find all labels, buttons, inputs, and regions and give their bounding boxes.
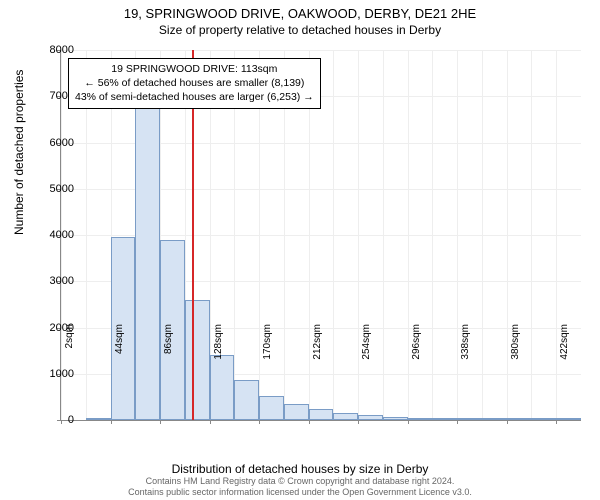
xtick-label: 212sqm xyxy=(312,324,323,374)
page-subtitle: Size of property relative to detached ho… xyxy=(0,23,600,37)
gridline-v xyxy=(556,50,557,420)
histogram-bar xyxy=(185,300,210,420)
histogram-bar xyxy=(234,380,259,420)
xtick-label: 422sqm xyxy=(559,324,570,374)
xtick-label: 338sqm xyxy=(460,324,471,374)
footer-line2: Contains public sector information licen… xyxy=(0,487,600,498)
xtick-mark xyxy=(111,420,112,424)
histogram-bar xyxy=(556,418,581,420)
xtick-label: 380sqm xyxy=(510,324,521,374)
annotation-line1: 19 SPRINGWOOD DRIVE: 113sqm xyxy=(75,62,314,76)
xtick-mark xyxy=(160,420,161,424)
histogram-bar xyxy=(333,413,358,420)
x-axis-label: Distribution of detached houses by size … xyxy=(0,462,600,476)
annotation-box: 19 SPRINGWOOD DRIVE: 113sqm← 56% of deta… xyxy=(68,58,321,109)
xtick-mark xyxy=(408,420,409,424)
annotation-line2: ← 56% of detached houses are smaller (8,… xyxy=(75,76,314,90)
histogram-bar xyxy=(482,418,507,420)
page-title: 19, SPRINGWOOD DRIVE, OAKWOOD, DERBY, DE… xyxy=(0,6,600,21)
gridline-v xyxy=(408,50,409,420)
histogram-bar xyxy=(358,415,383,420)
histogram-bar xyxy=(309,409,334,420)
ytick-label: 3000 xyxy=(34,275,74,287)
footer-line1: Contains HM Land Registry data © Crown c… xyxy=(0,476,600,487)
gridline-v xyxy=(507,50,508,420)
gridline-h xyxy=(61,50,581,51)
ytick-label: 0 xyxy=(34,414,74,426)
y-axis-label: Number of detached properties xyxy=(12,70,26,235)
xtick-mark xyxy=(556,420,557,424)
xtick-mark xyxy=(507,420,508,424)
histogram-bar xyxy=(432,418,457,420)
ytick-label: 6000 xyxy=(34,137,74,149)
gridline-v xyxy=(333,50,334,420)
gridline-v xyxy=(457,50,458,420)
histogram-bar xyxy=(86,418,111,420)
xtick-mark xyxy=(309,420,310,424)
histogram-bar xyxy=(408,418,433,420)
gridline-v xyxy=(531,50,532,420)
histogram-bar xyxy=(383,417,408,420)
histogram-bar xyxy=(135,106,160,421)
ytick-label: 4000 xyxy=(34,229,74,241)
xtick-mark xyxy=(210,420,211,424)
xtick-mark xyxy=(457,420,458,424)
gridline-v xyxy=(383,50,384,420)
annotation-line3: 43% of semi-detached houses are larger (… xyxy=(75,90,314,104)
footer-attribution: Contains HM Land Registry data © Crown c… xyxy=(0,476,600,498)
histogram-bar xyxy=(259,396,284,420)
xtick-label: 86sqm xyxy=(163,324,174,374)
gridline-v xyxy=(432,50,433,420)
xtick-label: 128sqm xyxy=(213,324,224,374)
histogram-bar xyxy=(284,404,309,420)
xtick-label: 254sqm xyxy=(361,324,372,374)
ytick-label: 8000 xyxy=(34,44,74,56)
histogram-bar xyxy=(531,418,556,420)
xtick-label: 44sqm xyxy=(114,324,125,374)
xtick-label: 2sqm xyxy=(64,324,75,374)
xtick-mark xyxy=(358,420,359,424)
histogram-bar xyxy=(457,418,482,420)
xtick-mark xyxy=(259,420,260,424)
gridline-v xyxy=(482,50,483,420)
histogram-bar xyxy=(507,418,532,420)
xtick-label: 296sqm xyxy=(411,324,422,374)
gridline-v xyxy=(358,50,359,420)
xtick-label: 170sqm xyxy=(262,324,273,374)
ytick-label: 5000 xyxy=(34,183,74,195)
